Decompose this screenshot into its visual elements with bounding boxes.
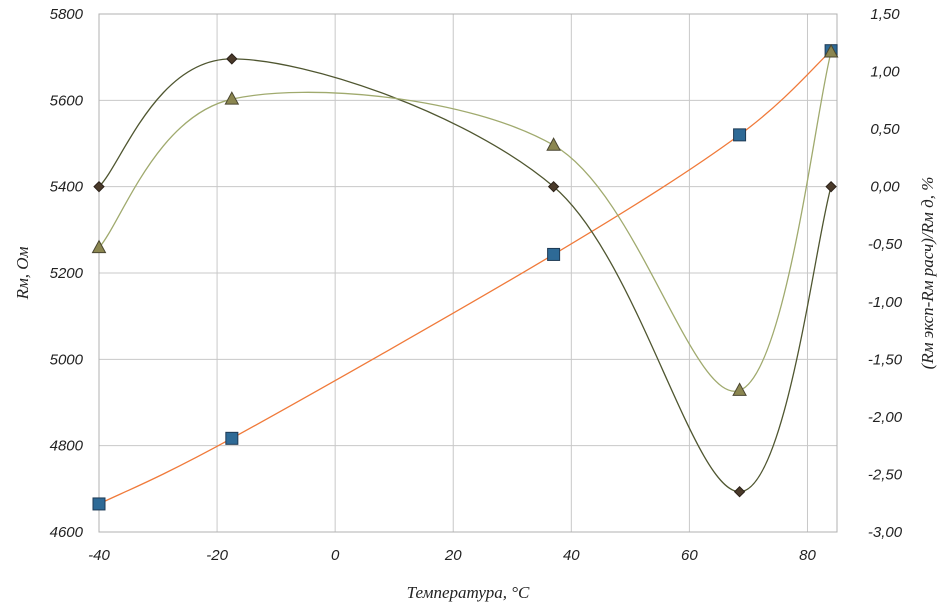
data-point-square — [225, 431, 239, 445]
data-point-triangle — [546, 137, 561, 151]
y-right-tick-label: -3,00 — [868, 524, 903, 541]
y-right-tick-label: 0,00 — [870, 179, 900, 196]
x-tick-label: -20 — [206, 547, 228, 564]
y-left-tick-label: 5800 — [50, 6, 84, 23]
data-point-triangle — [91, 239, 107, 254]
x-axis-title: Температура, °С — [407, 583, 530, 602]
y-left-tick-labels: 4600 4800 5000 5200 5400 5600 5800 — [50, 6, 84, 541]
series-line-1 — [98, 50, 832, 505]
y-right-axis-title: (Rм эксп-Rм расч)/Rм д, % — [918, 177, 937, 370]
data-point-diamond — [226, 53, 238, 65]
y-left-tick-label: 5600 — [50, 92, 84, 109]
markers — [91, 43, 839, 511]
y-left-tick-label: 4800 — [50, 438, 84, 455]
x-tick-label: 60 — [681, 547, 698, 564]
y-right-tick-label: 1,00 — [870, 64, 900, 81]
plot-frame — [98, 13, 838, 533]
data-point-diamond — [547, 180, 560, 193]
y-right-tick-label: -1,50 — [868, 351, 903, 368]
y-right-tick-label: -2,00 — [868, 409, 903, 426]
y-left-tick-label: 4600 — [50, 524, 84, 541]
y-right-tick-labels: -3,00 -2,50 -2,00 -1,50 -1,00 -0,50 0,00 0,50 1,… — [868, 6, 903, 541]
x-tick-label: -40 — [88, 547, 110, 564]
x-tick-label: 0 — [331, 547, 340, 564]
y-left-axis-title: Rм, Ом — [13, 246, 32, 300]
y-left-tick-label: 5400 — [50, 179, 84, 196]
data-point-diamond — [93, 180, 105, 193]
data-point-triangle — [732, 382, 747, 396]
y-right-tick-label: -2,50 — [868, 466, 903, 483]
y-right-tick-label: -1,00 — [868, 294, 903, 311]
series-line-2 — [98, 58, 832, 493]
x-tick-label: 80 — [799, 547, 816, 564]
curves — [98, 50, 832, 505]
series-line-3 — [98, 51, 832, 392]
y-right-tick-label: -0,50 — [868, 236, 903, 253]
data-point-diamond — [825, 180, 837, 193]
data-point-triangle — [823, 43, 839, 58]
data-point-square — [733, 128, 747, 142]
y-right-tick-label: 0,50 — [870, 121, 900, 138]
x-tick-label: 20 — [444, 547, 462, 564]
y-left-tick-label: 5000 — [50, 351, 84, 368]
x-tick-label: 40 — [563, 547, 580, 564]
y-left-tick-label: 5200 — [50, 265, 84, 282]
x-tick-labels: -40 -20 0 20 40 60 80 — [88, 547, 816, 564]
data-point-square — [547, 247, 561, 261]
grid — [98, 13, 837, 533]
y-right-tick-label: 1,50 — [870, 6, 900, 23]
data-point-square — [92, 497, 106, 511]
data-point-triangle — [224, 91, 240, 105]
data-point-diamond — [733, 486, 746, 498]
